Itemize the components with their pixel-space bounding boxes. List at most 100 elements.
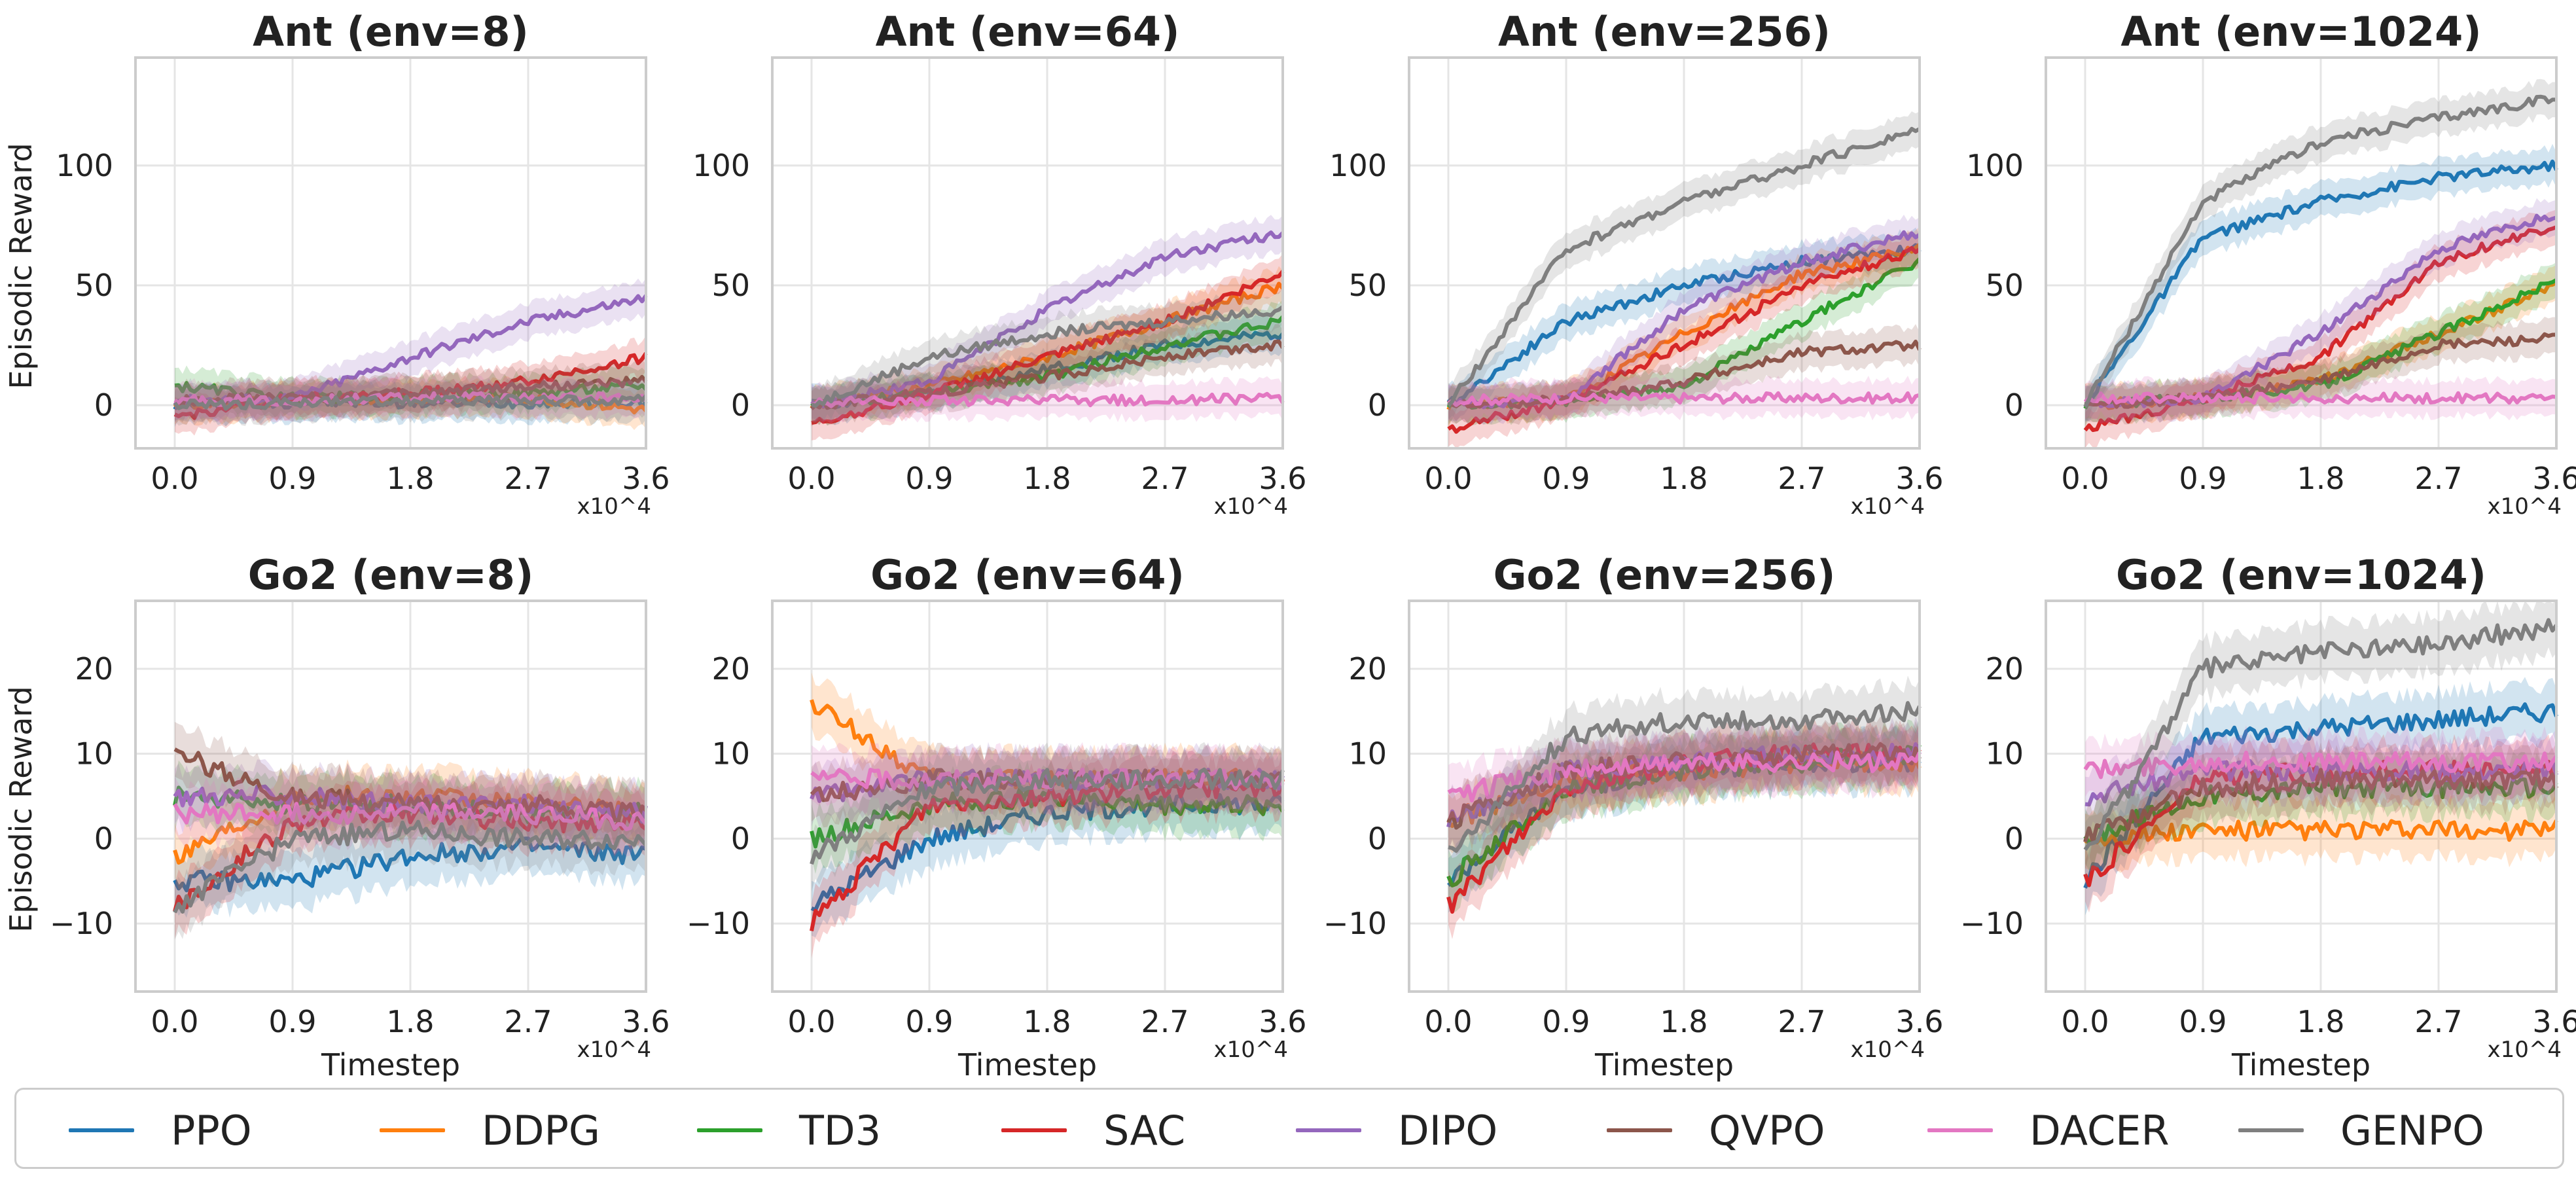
series-line-genpo [1448,701,1922,853]
y-tick-label: 20 [1985,651,2024,687]
legend-label: GENPO [2340,1106,2484,1155]
y-tick-label: 10 [1348,736,1387,772]
series-line-ppo [810,793,1285,912]
y-tick-label: 50 [1348,268,1387,303]
legend-swatch [1607,1128,1672,1132]
band-qvpo [175,359,646,423]
y-tick-label: 100 [692,148,750,183]
legend-item-genpo: GENPO [2238,1090,2484,1171]
subplot-6: 0.0 0.9 1.8 2.7 3.6 −10 0 10 20 x10^4 Go2 (env=64)… [687,551,1307,1083]
series-line-ppo [2084,159,2558,406]
band-genpo [812,742,1283,891]
series-line-ppo [2083,702,2558,889]
x-tick-label: 3.6 [1259,1004,1306,1039]
x-tick-label: 1.8 [2297,1004,2344,1039]
series-line-genpo [2083,94,2556,408]
subplot-title: Ant (env=256) [1498,8,1831,56]
plot-frame [771,56,1284,450]
subplot-title: Go2 (env=1024) [2116,551,2486,599]
x-axis-label: Timestep [321,1047,460,1083]
x-tick-label: 2.7 [1778,461,1825,496]
y-tick-label: 50 [711,268,750,303]
x-multiplier-label: x10^4 [2487,1037,2562,1063]
series-line-genpo [810,767,1285,865]
band-sac [2085,209,2556,448]
x-tick-label: 1.8 [1660,1004,1708,1039]
x-axis-label: Timestep [2231,1047,2370,1083]
x-axis-label: Timestep [1594,1047,1734,1083]
y-tick-label: 10 [711,736,750,772]
legend-label: SAC [1103,1106,1186,1155]
x-tick-label: 3.6 [1259,461,1306,496]
x-tick-label: 0.0 [787,1004,835,1039]
x-tick-label: 2.7 [1778,1004,1825,1039]
x-multiplier-label: x10^4 [1213,1037,1288,1063]
subplot-title: Ant (env=8) [253,8,529,56]
subplot-5: 0.0 0.9 1.8 2.7 3.6 −10 0 10 20 x10^4 Go2 (env=8) T… [3,551,670,1083]
plot-frame [134,600,647,993]
subplot-3: 0.0 0.9 1.8 2.7 3.6 0 50 100 x10^4 Ant (env=256) [1329,8,1943,520]
legend-swatch [1001,1128,1067,1132]
legend-item-td3: TD3 [697,1090,881,1171]
x-multiplier-label: x10^4 [577,1037,651,1063]
legend-swatch [69,1128,134,1132]
series-line-genpo [173,819,648,914]
series-line-dacer [2083,750,2558,779]
series-line-genpo [2083,618,2558,851]
x-tick-label: 2.7 [1141,461,1189,496]
y-tick-label: 0 [731,821,750,856]
subplot-7: 0.0 0.9 1.8 2.7 3.6 −10 0 10 20 x10^4 Go2 (env=256… [1323,551,1944,1083]
x-tick-label: 3.6 [622,1004,670,1039]
legend-swatch [697,1128,762,1132]
x-tick-label: 0.9 [905,1004,953,1039]
x-axis-label: Timestep [957,1047,1097,1083]
series-line-genpo [173,393,648,411]
y-tick-label: 100 [1329,148,1387,183]
series-line-dacer [2083,391,2557,405]
legend-swatch [1927,1128,1993,1132]
y-tick-label: −10 [1323,906,1387,941]
x-tick-label: 3.6 [2532,461,2576,496]
band-dipo [175,278,646,423]
subplot-title: Go2 (env=8) [248,551,534,599]
x-tick-label: 3.6 [1895,1004,1943,1039]
x-tick-label: 0.0 [2061,1004,2109,1039]
band-sac [812,751,1283,959]
plot-frame [2045,56,2558,450]
series-line-ddpg [2084,819,2558,848]
x-tick-label: 1.8 [2297,461,2344,496]
y-tick-label: 0 [1368,387,1387,423]
y-tick-label: 20 [75,651,113,687]
series-line-sac [2083,225,2558,433]
legend-item-dacer: DACER [1927,1090,2170,1171]
y-tick-label: 20 [711,651,750,687]
series-line-sac [810,776,1285,931]
y-tick-label: 0 [1368,821,1387,856]
series-line-qvpo [2084,332,2557,409]
band-qvpo [1448,717,1920,855]
series-line-ppo [173,836,647,893]
band-ddpg [2085,264,2556,426]
series-line-dipo [810,230,1285,409]
subplot-4: 0.0 0.9 1.8 2.7 3.6 0 50 100 x10^4 Ant (env=1024) [1966,8,2576,520]
y-axis-label: Episodic Reward [3,143,39,389]
series-line-dipo [173,784,648,824]
x-tick-label: 2.7 [2414,1004,2462,1039]
subplot-1: 0.0 0.9 1.8 2.7 3.6 0 50 100 x10^4 Ant (env=8) Epi… [3,8,670,520]
series-line-dacer [173,801,648,831]
x-multiplier-label: x10^4 [1213,493,1288,520]
y-tick-label: 0 [2005,387,2024,423]
legend-item-sac: SAC [1001,1090,1185,1171]
band-genpo [2085,79,2556,425]
band-qvpo [2085,742,2556,870]
series-line-qvpo [1446,340,1922,410]
plot-frame [771,600,1284,993]
legend-label: QVPO [1709,1106,1825,1155]
x-tick-label: 2.7 [2414,461,2462,496]
y-tick-label: 0 [94,821,113,856]
legend-label: DDPG [482,1106,600,1155]
band-genpo [1448,111,1920,423]
y-tick-label: 100 [56,148,113,183]
x-tick-label: 0.0 [1424,461,1472,496]
